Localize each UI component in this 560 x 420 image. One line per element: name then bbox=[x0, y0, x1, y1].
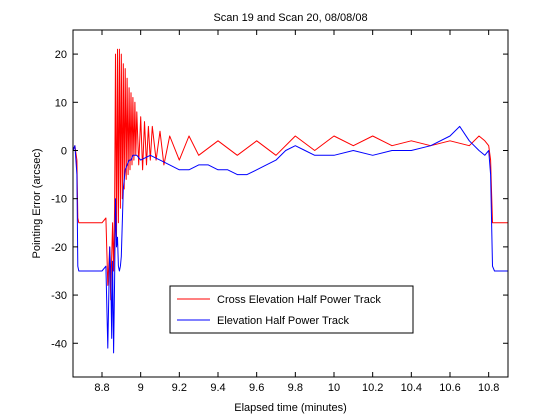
x-tick-label: 9.4 bbox=[210, 382, 225, 394]
series-layer bbox=[73, 48, 508, 354]
y-tick-label: -30 bbox=[51, 290, 67, 302]
series-line-elevation bbox=[73, 125, 508, 354]
y-tick-label: 0 bbox=[61, 145, 67, 157]
x-tick-label: 10 bbox=[328, 382, 340, 394]
x-tick-label: 9 bbox=[138, 382, 144, 394]
x-tick-label: 10.8 bbox=[478, 382, 499, 394]
y-axis-ticks: 20 10 0 -10 -20 -30 -40 bbox=[51, 49, 508, 350]
series-line-cross-elevation bbox=[73, 48, 508, 301]
x-tick-label: 8.8 bbox=[94, 382, 109, 394]
y-tick-label: -40 bbox=[51, 338, 67, 350]
x-tick-label: 10.6 bbox=[439, 382, 460, 394]
x-tick-label: 9.8 bbox=[288, 382, 303, 394]
x-axis-ticks: 8.8 9 9.2 9.4 9.6 9.8 10 10.2 10.4 10.6 10.8 bbox=[94, 30, 499, 394]
legend-label-elevation: Elevation Half Power Track bbox=[217, 315, 350, 327]
x-tick-label: 9.2 bbox=[172, 382, 187, 394]
y-tick-label: 10 bbox=[55, 97, 67, 109]
x-tick-label: 9.6 bbox=[249, 382, 264, 394]
x-tick-label: 10.4 bbox=[401, 382, 422, 394]
x-axis-label: Elapsed time (minutes) bbox=[234, 402, 347, 414]
y-axis-label: Pointing Error (arcsec) bbox=[31, 148, 43, 258]
legend-box bbox=[169, 285, 414, 334]
x-tick-label: 10.2 bbox=[362, 382, 383, 394]
plot-frame bbox=[72, 29, 509, 378]
y-tick-label: -20 bbox=[51, 242, 67, 254]
legend-label-cross-elevation: Cross Elevation Half Power Track bbox=[217, 294, 381, 306]
chart-title: Scan 19 and Scan 20, 08/08/08 bbox=[213, 12, 367, 24]
y-tick-label: -10 bbox=[51, 194, 67, 206]
legend: Cross Elevation Half Power Track Elevati… bbox=[169, 285, 414, 334]
y-tick-label: 20 bbox=[55, 49, 67, 61]
